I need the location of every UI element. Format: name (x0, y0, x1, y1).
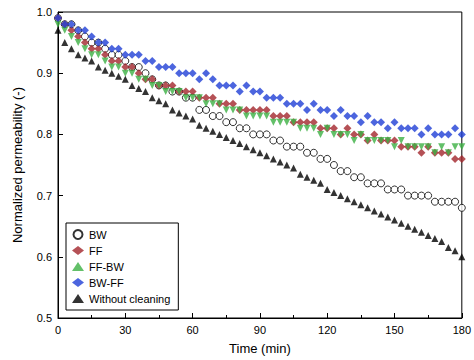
svg-text:30: 30 (119, 324, 131, 336)
svg-text:90: 90 (254, 324, 266, 336)
svg-text:120: 120 (318, 324, 336, 336)
svg-text:1.0: 1.0 (37, 6, 52, 18)
svg-text:150: 150 (385, 324, 403, 336)
svg-text:60: 60 (186, 324, 198, 336)
svg-text:Normalized permeability (-): Normalized permeability (-) (10, 87, 25, 243)
svg-text:Without cleaning: Without cleaning (89, 293, 170, 305)
svg-text:BW: BW (89, 229, 107, 241)
svg-text:0.5: 0.5 (37, 312, 52, 324)
svg-text:0.8: 0.8 (37, 128, 52, 140)
svg-text:0: 0 (55, 324, 61, 336)
svg-text:Time (min): Time (min) (229, 341, 291, 356)
svg-text:0.6: 0.6 (37, 251, 52, 263)
svg-text:FF: FF (89, 245, 103, 257)
svg-text:0.7: 0.7 (37, 190, 52, 202)
svg-text:180: 180 (453, 324, 471, 336)
svg-text:FF-BW: FF-BW (89, 261, 124, 273)
svg-text:0.9: 0.9 (37, 67, 52, 79)
svg-text:BW-FF: BW-FF (89, 277, 124, 289)
